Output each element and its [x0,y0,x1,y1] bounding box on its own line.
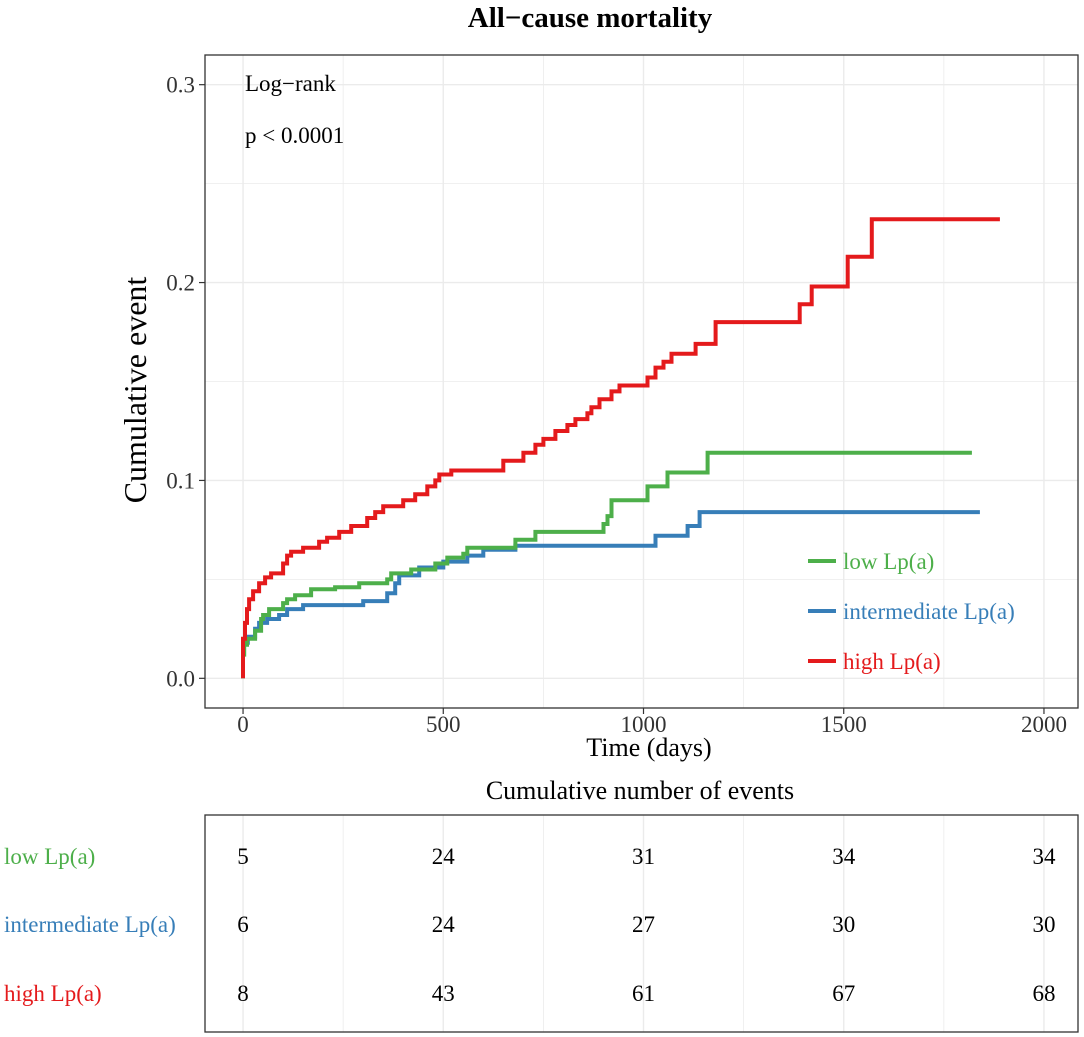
table-cell-high: 67 [832,981,855,1006]
table-cell-intermediate: 27 [632,912,655,937]
gridlines [205,55,1078,708]
table-row-label-intermediate: intermediate Lp(a) [4,912,176,937]
x-tick-label: 0 [237,712,249,737]
table-gridlines [242,815,1045,1032]
table-cell-low: 31 [632,844,655,869]
table-cell-high: 43 [432,981,455,1006]
y-axis-title: Cumulative event [117,277,153,504]
series-low-lpa [241,450,972,679]
table-title: Cumulative number of events [486,776,794,805]
legend-label-low: low Lp(a) [843,549,934,574]
events-table: 5 24 31 34 34 6 24 27 30 30 8 43 61 67 68 [204,814,1079,1033]
table-cell-low: 34 [832,844,856,869]
series-high-lpa [241,217,1000,679]
table-cell-intermediate: 30 [832,912,855,937]
table-row-labels: low Lp(a) intermediate Lp(a) high Lp(a) [4,844,176,1006]
logrank-label: Log−rank [245,71,336,96]
plot-border [204,54,1079,709]
x-tick-label: 500 [426,712,461,737]
table-cell-low: 5 [237,844,249,869]
table-row-label-low: low Lp(a) [4,844,95,869]
y-axis: 0.0 0.1 0.2 0.3 [166,73,205,691]
table-cell-high: 61 [632,981,655,1006]
table-cell-low: 24 [432,844,456,869]
y-tick-label: 0.1 [166,468,195,493]
legend-label-intermediate: intermediate Lp(a) [843,599,1015,624]
table-row-label-high: high Lp(a) [4,981,102,1006]
table-cells: 5 24 31 34 34 6 24 27 30 30 8 43 61 67 68 [237,844,1056,1006]
table-cell-intermediate: 24 [432,912,456,937]
table-border [204,814,1079,1033]
chart-title: All−cause mortality [468,2,713,34]
y-tick-label: 0.2 [166,271,195,296]
y-tick-label: 0.0 [166,666,195,691]
x-axis: 0 500 1000 1500 2000 [237,708,1067,737]
p-value-label: p < 0.0001 [245,123,344,148]
x-axis-title: Time (days) [586,733,711,762]
table-cell-high: 8 [237,981,249,1006]
table-cell-low: 34 [1032,844,1056,869]
table-cell-intermediate: 6 [237,912,249,937]
table-cell-intermediate: 30 [1032,912,1055,937]
legend-label-high: high Lp(a) [843,649,941,674]
table-background [205,815,1078,1032]
series-layer [241,217,1000,679]
x-tick-label: 1000 [621,712,667,737]
plot-panel: Log−rank p < 0.0001 low Lp(a) intermedia… [204,54,1079,709]
x-tick-label: 2000 [1021,712,1067,737]
legend: low Lp(a) intermediate Lp(a) high Lp(a) [808,549,1015,674]
x-tick-label: 1500 [821,712,867,737]
table-cell-high: 68 [1032,981,1055,1006]
y-tick-label: 0.3 [166,73,195,98]
